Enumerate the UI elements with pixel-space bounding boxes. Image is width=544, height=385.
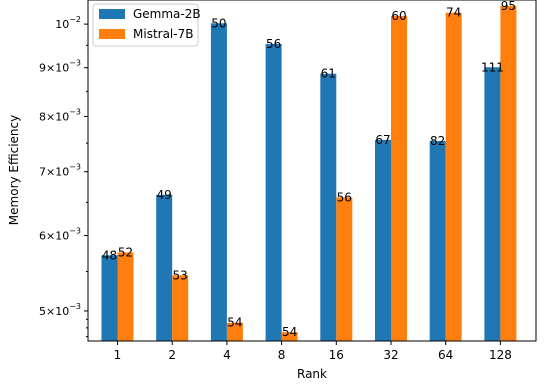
y-tick-label: 10−2: [55, 15, 81, 31]
bar-gemma-8: [265, 44, 282, 341]
bar-value-label: 56: [266, 37, 281, 51]
bar-value-label: 54: [282, 325, 297, 339]
bar-mistral-4: [226, 322, 243, 341]
y-tick-label: 9×10−3: [39, 59, 81, 75]
x-tick-label: 1: [114, 348, 122, 362]
bar-value-label: 50: [211, 16, 226, 30]
legend-label-mistral: Mistral-7B: [133, 27, 193, 41]
x-tick-label: 16: [329, 348, 344, 362]
y-tick-label: 6×10−3: [39, 227, 81, 243]
bar-value-label: 56: [337, 190, 352, 204]
bar-mistral-8: [281, 332, 298, 341]
bar-value-label: 74: [446, 6, 461, 20]
bar-value-label: 111: [481, 60, 504, 74]
bar-value-label: 48: [102, 248, 117, 262]
bar-mistral-128: [500, 5, 517, 342]
x-tick-label: 64: [438, 348, 453, 362]
bar-value-label: 95: [501, 0, 516, 13]
bar-mistral-1: [117, 252, 134, 341]
bar-gemma-32: [375, 139, 391, 341]
x-tick-label: 2: [168, 348, 176, 362]
x-tick-label: 4: [223, 348, 231, 362]
bar-value-label: 54: [227, 316, 242, 330]
x-ticks-layer: 1 2 4 8 16 32 64 128: [114, 341, 512, 362]
bar-value-label: 61: [321, 67, 336, 81]
axes-layer: [87, 0, 537, 342]
bar-value-label: 49: [157, 188, 172, 202]
legend-swatch-mistral: [99, 29, 125, 39]
y-tick-label: 5×10−3: [39, 302, 81, 318]
bar-mistral-64: [445, 12, 462, 342]
bar-mistral-32: [391, 15, 407, 342]
bar-gemma-1: [101, 255, 118, 341]
x-axis-label: Rank: [297, 367, 327, 381]
y-tick-label: 8×10−3: [39, 107, 81, 123]
x-tick-label: 128: [489, 348, 512, 362]
bar-gemma-128: [484, 67, 501, 342]
bar-gemma-4: [210, 23, 227, 342]
bars-layer: [101, 5, 517, 342]
y-tick-label: 7×10−3: [39, 163, 81, 179]
x-tick-label: 8: [278, 348, 286, 362]
legend-swatch-gemma: [99, 9, 125, 19]
bar-mistral-2: [172, 275, 189, 341]
bar-gemma-64: [429, 140, 446, 341]
bar-value-label: 82: [430, 134, 445, 148]
bar-value-label: 67: [375, 133, 390, 147]
y-axis-label: Memory Efficiency: [7, 115, 21, 225]
bar-value-label: 53: [173, 268, 188, 282]
bar-value-label: 52: [118, 245, 133, 259]
bar-gemma-2: [156, 194, 173, 341]
bar-value-label: 60: [391, 9, 406, 23]
legend: Gemma-2B Mistral-7B: [92, 3, 201, 47]
y-ticks-layer: 5×10−3 6×10−3 7×10−3 8×10−3 9×10−3 10−2: [39, 15, 88, 338]
plot-frame: [87, 0, 537, 342]
bar-gemma-16: [320, 73, 337, 341]
bar-mistral-16: [336, 197, 353, 341]
bar-labels-layer: 48 49 50 56 61 67 82 111 52 53 54 54 56 60 74 95: [102, 0, 516, 339]
x-tick-label: 32: [383, 348, 398, 362]
legend-label-gemma: Gemma-2B: [133, 7, 201, 21]
